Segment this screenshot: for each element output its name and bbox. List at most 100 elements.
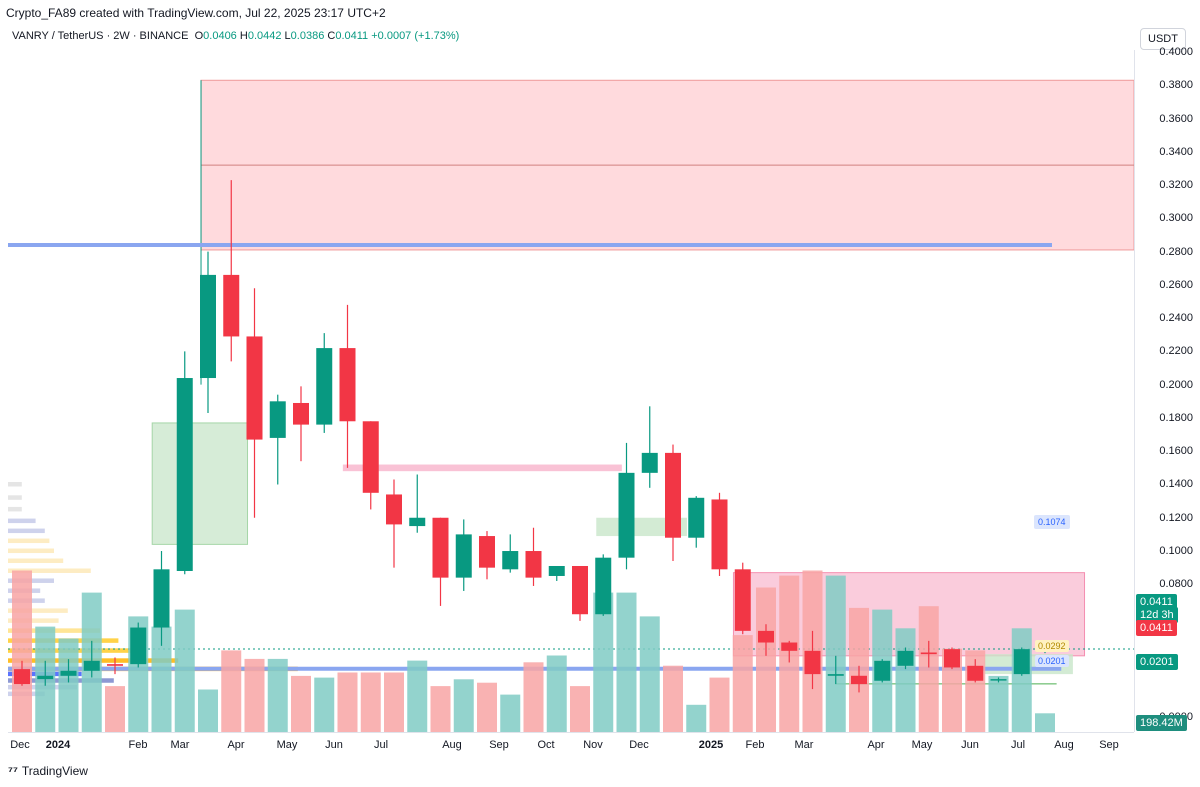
- candle-body: [1013, 649, 1030, 675]
- volume-bar: [732, 635, 753, 732]
- volume-bar: [407, 660, 428, 732]
- volume-bar: [1035, 713, 1055, 732]
- volume-bar: [314, 677, 335, 732]
- candle-body: [455, 534, 472, 578]
- candle-body: [386, 494, 402, 525]
- last-price-red-label: 0.0411: [1136, 620, 1177, 636]
- last-price-label: 0.0411: [1136, 594, 1177, 610]
- volume-profile-bar: [8, 506, 22, 512]
- time-tick-label: Apr: [867, 739, 885, 751]
- time-tick-label: May: [276, 739, 298, 751]
- volume-bar: [1011, 628, 1032, 732]
- volume-profile-bar: [8, 481, 22, 487]
- price-tick-label: 0.1800: [1159, 411, 1193, 424]
- time-axis[interactable]: Dec 2024 Feb Mar Apr May Jun Jul Aug Sep Oct Nov Dec…: [8, 732, 1134, 757]
- volume-bar: [174, 609, 195, 732]
- zone-demand: [151, 422, 249, 545]
- time-tick-label: Jul: [373, 739, 389, 751]
- candlestick-chart[interactable]: [8, 50, 1135, 732]
- footer-brand: ⁷⁷ TradingView: [8, 764, 88, 778]
- price-tick-label: 0.3800: [1159, 79, 1193, 92]
- candle-body: [572, 565, 588, 615]
- price-tick-label: 0.0800: [1159, 578, 1193, 591]
- candle-body: [665, 452, 681, 538]
- volume-profile-bar: [8, 558, 64, 564]
- change-value: +0.0007 (+1.73%): [371, 30, 460, 42]
- volume-bar: [477, 682, 497, 732]
- price-tick-label: 0.4000: [1159, 46, 1193, 58]
- time-tick-label: Jun: [325, 739, 343, 751]
- price-tick-label: 0.3000: [1159, 212, 1193, 225]
- volume-profile-bar: [8, 618, 59, 623]
- time-tick-label: Mar: [170, 739, 190, 751]
- symbol-title[interactable]: VANRY / TetherUS · 2W · BINANCE: [12, 30, 189, 42]
- volume-bar: [523, 662, 544, 732]
- volume-bar: [942, 648, 962, 732]
- price-tick-label: 0.2400: [1159, 312, 1193, 325]
- time-tick-label: Dec: [10, 739, 30, 751]
- price-tick-label: 0.1400: [1159, 478, 1193, 491]
- volume-bar: [616, 592, 637, 732]
- candle-body: [851, 675, 867, 685]
- volume-bar: [221, 650, 242, 732]
- time-tick-label: Aug: [442, 739, 462, 751]
- candle-body: [804, 650, 821, 675]
- currency-button[interactable]: USDT: [1140, 28, 1186, 50]
- price-tick-label: 0.3600: [1159, 112, 1193, 125]
- candle-body: [897, 650, 914, 666]
- candle-body: [362, 421, 379, 493]
- created-by-text: Crypto_FA89 created with TradingView.com…: [6, 6, 386, 20]
- candle-body: [153, 569, 170, 628]
- volume-bar: [639, 616, 660, 732]
- high-label: H: [239, 30, 248, 42]
- tradingview-logo-icon: ⁷⁷: [8, 764, 18, 778]
- candle-body: [269, 401, 286, 438]
- time-tick-label: May: [911, 739, 933, 751]
- candle-body: [83, 660, 100, 671]
- candle-body: [246, 336, 263, 440]
- candle-body: [944, 649, 960, 668]
- time-tick-label: Feb: [745, 739, 765, 751]
- chart-plot-area[interactable]: [8, 50, 1135, 732]
- time-tick-label: Sep: [1099, 739, 1119, 751]
- candle-body: [14, 669, 30, 685]
- price-tick-label: 0.2000: [1159, 378, 1193, 391]
- candle-body: [990, 679, 1007, 681]
- candle-body: [711, 499, 728, 570]
- candle-body: [176, 378, 193, 571]
- candle-body: [502, 551, 519, 570]
- high-value: 0.0442: [247, 30, 282, 42]
- price-tick-label: 0.3200: [1159, 179, 1193, 192]
- candle-body: [967, 665, 984, 681]
- volume-bar: [988, 675, 1009, 732]
- time-tick-label: 2024: [45, 739, 71, 751]
- close-value: 0.0411: [335, 30, 369, 42]
- price-axis[interactable]: 0.4000 0.3800 0.3600 0.3400 0.3200 0.3000 0.28…: [1134, 46, 1200, 732]
- time-tick-label: Dec: [629, 739, 649, 751]
- volume-bar: [430, 686, 451, 732]
- level-label-0201: 0.0201: [1035, 655, 1069, 667]
- price-tick-label: 0.2200: [1159, 345, 1193, 358]
- volume-bar: [918, 606, 939, 732]
- time-tick-label: Aug: [1054, 739, 1074, 751]
- time-tick-label: Oct: [537, 739, 555, 751]
- brand-name: TradingView: [21, 764, 88, 778]
- candle-body: [37, 675, 54, 680]
- candle-body: [200, 274, 216, 379]
- candle-body: [618, 472, 635, 558]
- low-value: 0.0386: [290, 30, 325, 42]
- volume-profile-bar: [8, 518, 36, 524]
- candle-body: [734, 569, 751, 631]
- volume-bar: [570, 686, 590, 732]
- price-tick-label: 0.3400: [1159, 145, 1193, 158]
- open-label: O: [194, 30, 204, 42]
- time-tick-label: Jun: [961, 739, 979, 751]
- price-tick-label: 0.1200: [1159, 511, 1193, 524]
- volume-bar: [198, 689, 218, 732]
- candle-body: [688, 497, 705, 538]
- close-label: C: [327, 30, 336, 42]
- candle-body: [479, 536, 495, 568]
- candle-body: [758, 630, 774, 643]
- volume-bar: [384, 672, 404, 732]
- candle-body: [874, 660, 891, 681]
